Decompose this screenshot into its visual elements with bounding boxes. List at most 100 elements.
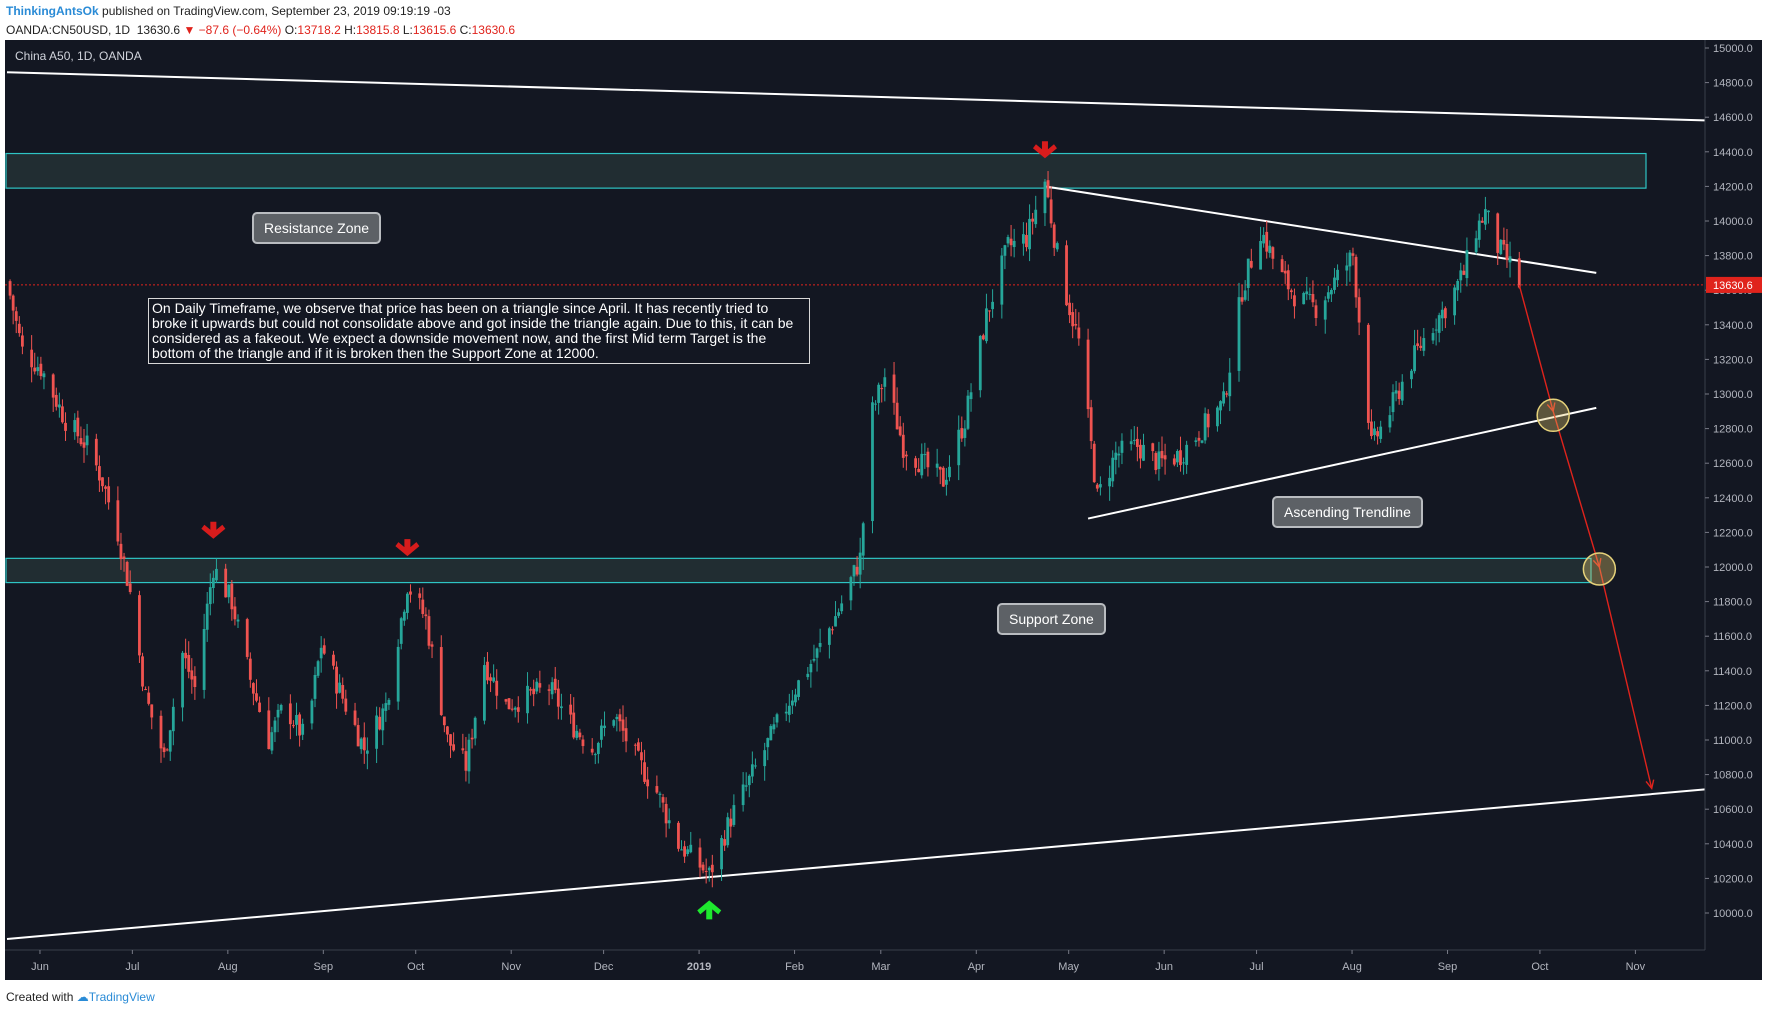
candle-body — [664, 803, 668, 824]
candle-body — [1357, 297, 1361, 323]
candle-body — [969, 392, 973, 400]
candle-body — [1237, 297, 1241, 371]
candle-body — [729, 818, 733, 827]
candle-body — [1305, 291, 1309, 295]
candle-body — [1333, 277, 1336, 290]
candle-body — [772, 724, 776, 730]
candle-body — [806, 673, 810, 678]
price-tick-label: 10600.0 — [1713, 804, 1753, 816]
candle-body — [763, 750, 767, 767]
candle-body — [1111, 457, 1115, 482]
candle-body — [205, 603, 209, 630]
candle-body — [1135, 438, 1139, 447]
candle-body — [526, 685, 529, 714]
candle-body — [279, 704, 283, 711]
candle-body — [301, 723, 305, 735]
candle-body — [1071, 312, 1075, 327]
price-chart[interactable]: 15000.0 14800.0 14600.0 14400.0 14200.0 14000… — [5, 40, 1762, 980]
candle-body — [473, 717, 477, 739]
candle-body — [171, 706, 175, 732]
candle-body — [1302, 293, 1306, 305]
candle-body — [861, 523, 865, 556]
candle-body — [750, 764, 754, 777]
candle-body — [812, 658, 816, 661]
candle-body — [880, 388, 884, 390]
candle-body — [1465, 250, 1469, 279]
candle-body — [1006, 237, 1010, 244]
candle-body — [1443, 308, 1447, 319]
price-tick-label: 10000.0 — [1713, 908, 1753, 920]
time-tick-label: Apr — [968, 961, 985, 973]
candle-body — [978, 335, 982, 391]
candle-body — [248, 658, 252, 680]
candle-body — [935, 463, 939, 468]
ascending-trendline-callout: Ascending Trendline — [1272, 496, 1423, 528]
candle-body — [732, 805, 736, 825]
candle-body — [945, 479, 948, 485]
candle-body — [618, 714, 622, 722]
candle-body — [402, 611, 406, 621]
candle-body — [1484, 209, 1487, 225]
candle-body — [923, 454, 927, 456]
candle-body — [575, 730, 579, 738]
candle-body — [76, 417, 80, 437]
candle-body — [1366, 324, 1370, 423]
candle-body — [1197, 437, 1201, 441]
candle-body — [1176, 450, 1179, 463]
candle-body — [470, 737, 474, 740]
price-tick-label: 10400.0 — [1713, 839, 1753, 851]
ascending-trendline-label: Ascending Trendline — [1284, 504, 1411, 520]
candle-body — [834, 616, 837, 627]
price-tick-label: 11000.0 — [1713, 735, 1752, 747]
candle-body — [661, 797, 665, 803]
time-tick-label: Jun — [1155, 961, 1173, 973]
candle-body — [125, 561, 129, 586]
candle-body — [1206, 413, 1210, 428]
price-tick-label: 15000.0 — [1713, 43, 1753, 55]
time-tick-label: Sep — [314, 961, 334, 973]
candle-body — [255, 693, 258, 701]
candle-body — [359, 738, 363, 750]
candle-body — [128, 583, 132, 593]
candle-body — [116, 500, 120, 542]
tradingview-logo-icon: ☁ — [76, 990, 89, 1004]
candle-body — [1416, 343, 1420, 346]
candle-body — [1074, 323, 1078, 326]
candle-body — [917, 468, 921, 473]
time-tick-label: Jul — [125, 961, 139, 973]
candle-body — [449, 734, 452, 746]
time-tick-label: Nov — [501, 961, 521, 973]
price-tick-label: 14400.0 — [1713, 147, 1753, 159]
candle-body — [1108, 477, 1112, 487]
candle-body — [883, 377, 887, 387]
candle-body — [837, 612, 840, 616]
time-tick-label: Oct — [407, 961, 424, 973]
candle-body — [61, 406, 64, 423]
candle-body — [658, 793, 662, 795]
candle-body — [168, 730, 172, 752]
candle-body — [948, 466, 951, 478]
candle-body — [895, 402, 899, 430]
candle-body — [621, 719, 625, 731]
candle-body — [874, 403, 877, 405]
projection-arrow — [1598, 566, 1653, 789]
candle-body — [590, 748, 594, 753]
time-tick-label: Aug — [1342, 961, 1362, 973]
candle-body — [914, 458, 917, 468]
last-price: 13630.6 — [136, 23, 181, 37]
candle-body — [1440, 309, 1444, 319]
support-zone-callout: Support Zone — [997, 603, 1106, 635]
candle-body — [486, 661, 489, 681]
author-link[interactable]: ThinkingAntsOk — [6, 4, 99, 18]
candle-body — [1474, 238, 1478, 253]
tradingview-link[interactable]: TradingView — [88, 990, 155, 1004]
candle-body — [849, 577, 853, 601]
candle-body — [1154, 453, 1158, 471]
candle-body — [406, 593, 409, 613]
candle-body — [85, 435, 89, 446]
candle-body — [1419, 345, 1423, 348]
candle-body — [655, 786, 659, 793]
candle-body — [362, 737, 366, 751]
candle-body — [381, 708, 385, 731]
candle-body — [1068, 302, 1071, 316]
